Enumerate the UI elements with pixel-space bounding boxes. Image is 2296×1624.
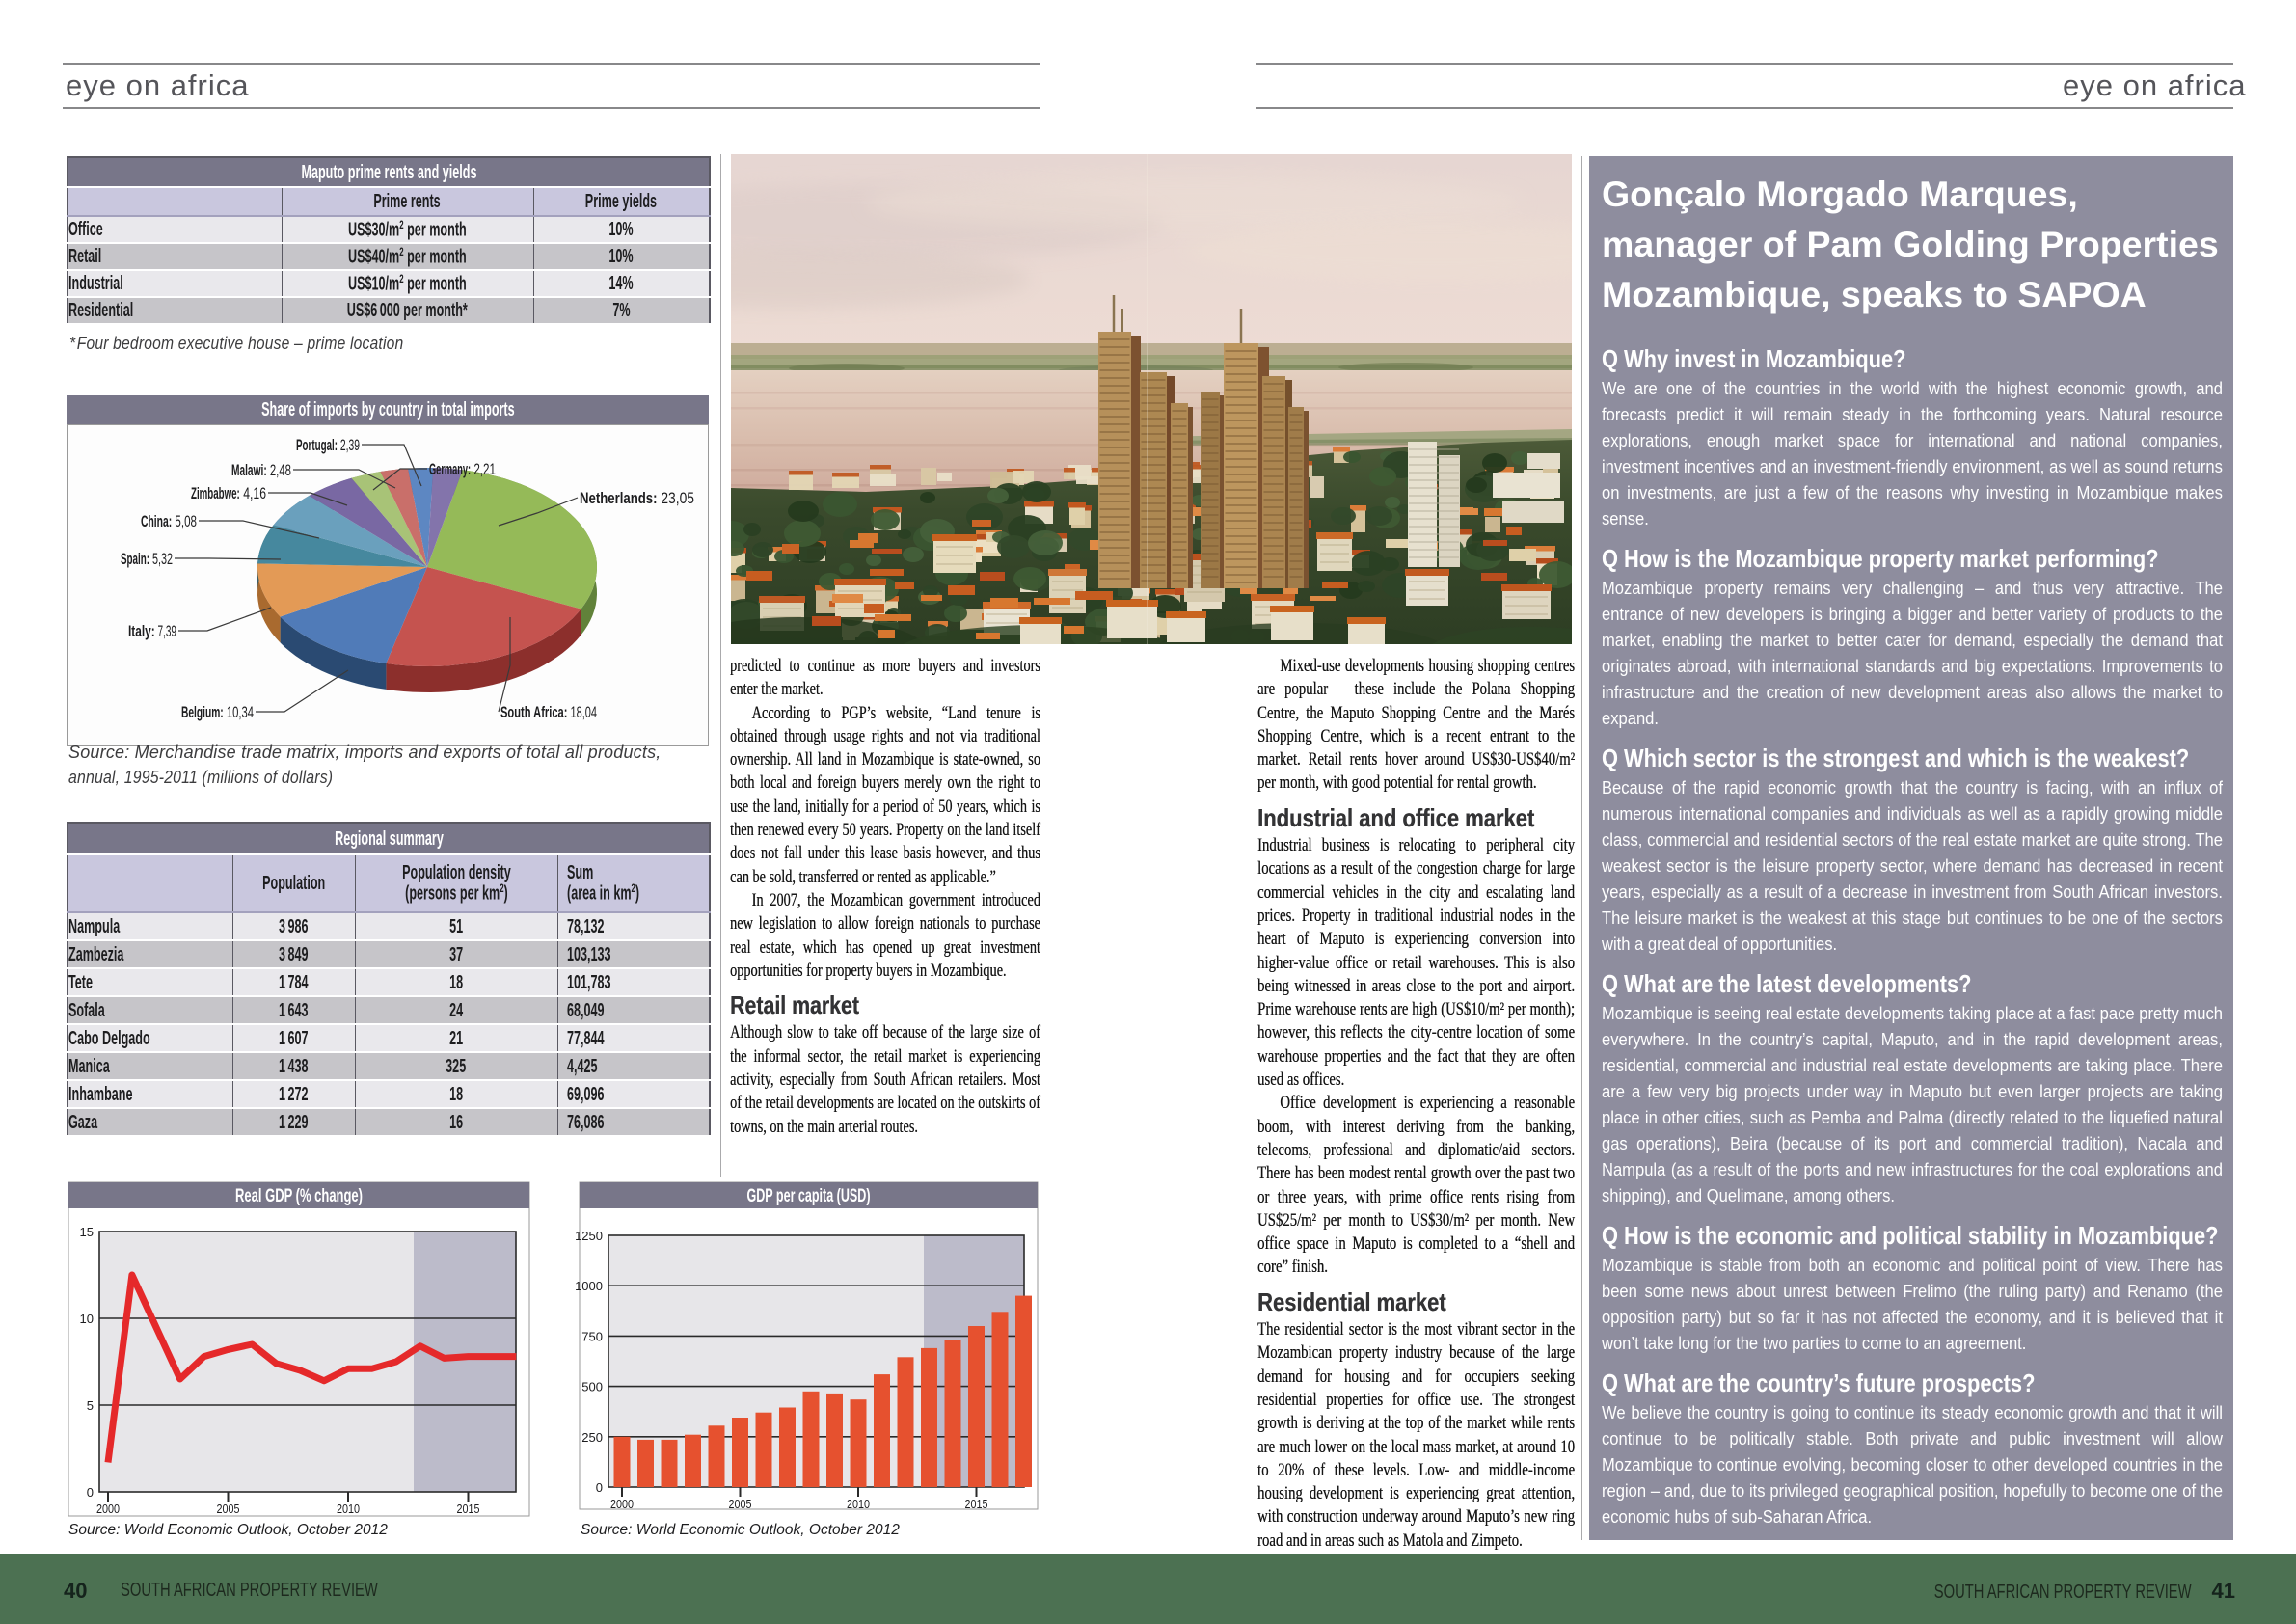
svg-text:GDP per capita (USD): GDP per capita (USD): [747, 1186, 871, 1206]
svg-text:2000: 2000: [96, 1502, 120, 1516]
svg-text:2005: 2005: [217, 1502, 240, 1516]
svg-text:South Africa:: South Africa:: [500, 703, 567, 721]
svg-text:Portugal:: Portugal:: [296, 436, 338, 454]
svg-text:7,39: 7,39: [155, 622, 176, 640]
svg-text:10: 10: [80, 1312, 94, 1326]
svg-text:750: 750: [581, 1329, 603, 1343]
svg-text:1250: 1250: [575, 1229, 603, 1243]
svg-text:2,21: 2,21: [471, 460, 496, 478]
svg-text:2000: 2000: [610, 1497, 634, 1511]
svg-text:2010: 2010: [337, 1502, 360, 1516]
svg-text:250: 250: [581, 1430, 603, 1445]
svg-text:Belgium:: Belgium:: [181, 703, 224, 721]
svg-text:Zimbabwe:: Zimbabwe:: [191, 484, 240, 502]
svg-text:4,16: 4,16: [240, 484, 266, 502]
svg-text:Germany:: Germany:: [429, 460, 471, 478]
svg-text:Italy:: Italy:: [128, 622, 155, 640]
svg-text:2,39: 2,39: [338, 436, 360, 454]
svg-text:2015: 2015: [965, 1497, 988, 1511]
svg-text:Real GDP (% change): Real GDP (% change): [235, 1186, 363, 1206]
svg-text:Source: World Economic Outlook: Source: World Economic Outlook, October …: [68, 1522, 388, 1538]
svg-text:5: 5: [87, 1398, 94, 1413]
svg-text:2,48: 2,48: [267, 461, 291, 479]
svg-text:Source: World Economic Outlook: Source: World Economic Outlook, October …: [581, 1522, 900, 1538]
svg-text:2005: 2005: [729, 1497, 752, 1511]
svg-text:500: 500: [581, 1380, 603, 1394]
svg-text:2010: 2010: [847, 1497, 870, 1511]
svg-text:2015: 2015: [457, 1502, 480, 1516]
svg-text:0: 0: [87, 1485, 94, 1500]
svg-text:5,08: 5,08: [172, 512, 197, 530]
svg-text:18,04: 18,04: [567, 703, 597, 721]
svg-text:10,34: 10,34: [224, 703, 254, 721]
svg-text:5,32: 5,32: [149, 550, 173, 568]
svg-text:Netherlands:: Netherlands:: [580, 489, 658, 507]
svg-text:Spain:: Spain:: [121, 550, 149, 568]
svg-text:China:: China:: [141, 512, 172, 530]
svg-text:1000: 1000: [575, 1279, 603, 1293]
svg-text:Malawi:: Malawi:: [231, 461, 267, 479]
svg-text:0: 0: [596, 1480, 603, 1495]
svg-text:15: 15: [80, 1225, 94, 1239]
svg-text:23,05: 23,05: [658, 489, 695, 507]
